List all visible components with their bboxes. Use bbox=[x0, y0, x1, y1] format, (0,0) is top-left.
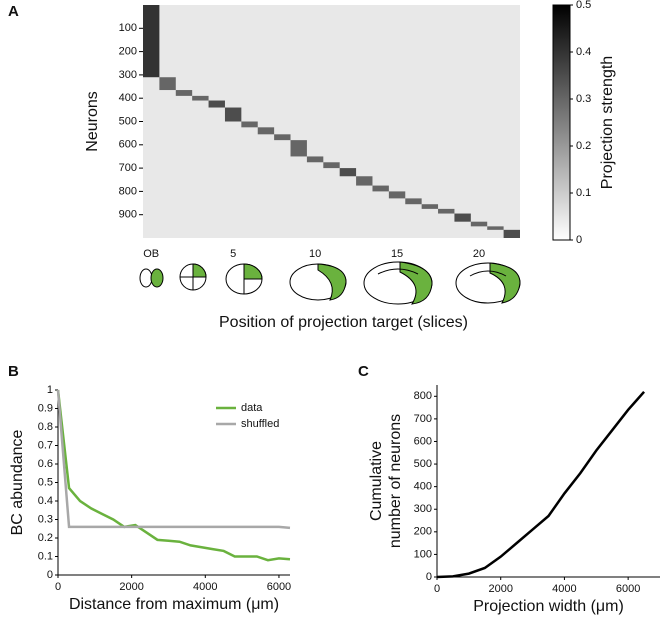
heatmap-cell bbox=[503, 229, 520, 238]
x-tick-label: 6000 bbox=[616, 583, 640, 595]
line bbox=[56, 389, 291, 562]
line bbox=[436, 390, 646, 579]
y-tick-label: 0.5 bbox=[38, 476, 53, 488]
y-tick-label: 0.7 bbox=[38, 439, 53, 451]
y-tick-label: 900 bbox=[119, 209, 137, 221]
y-tick-label: 500 bbox=[119, 115, 137, 127]
heatmap-cell bbox=[306, 156, 324, 163]
x-axis-label: Projection width (μm) bbox=[473, 598, 624, 615]
heatmap-cell bbox=[208, 100, 225, 108]
y-tick-label: 0.3 bbox=[38, 513, 53, 525]
x-tick-label: 20 bbox=[473, 248, 485, 260]
x-tick-label: 4000 bbox=[552, 583, 576, 595]
y-tick-label: 0.1 bbox=[38, 550, 53, 562]
y-tick-label: 600 bbox=[414, 435, 432, 447]
heatmap-cell bbox=[405, 198, 422, 205]
y-axis-label: number of neurons bbox=[387, 414, 404, 548]
x-tick-label: 0 bbox=[434, 583, 440, 595]
legend-label: shuffled bbox=[241, 418, 279, 430]
y-tick-label: 100 bbox=[414, 548, 432, 560]
y-axis-label: Cumulative bbox=[368, 441, 385, 521]
heatmap-cell bbox=[323, 162, 340, 169]
y-tick-label: 200 bbox=[414, 526, 432, 538]
line bbox=[56, 389, 291, 530]
heatmap-cell bbox=[388, 191, 406, 199]
legend-label: data bbox=[241, 402, 263, 414]
panel-label: A bbox=[8, 3, 19, 20]
panel-label: C bbox=[358, 363, 369, 380]
heatmap-cell bbox=[339, 168, 357, 177]
slice-icons bbox=[139, 261, 521, 305]
colorbar-label: Projection strength bbox=[599, 56, 616, 189]
colorbar bbox=[552, 4, 571, 241]
y-tick-label: 700 bbox=[119, 162, 137, 174]
y-tick-label: 1 bbox=[47, 384, 53, 396]
x-axis-label: Distance from maximum (μm) bbox=[69, 596, 279, 613]
x-axis-label: Position of projection target (slices) bbox=[219, 314, 468, 331]
colorbar-tick-label: 0.5 bbox=[576, 0, 591, 11]
heatmap-cell bbox=[454, 213, 471, 222]
heatmap-cell bbox=[438, 208, 455, 214]
panel-label: B bbox=[8, 363, 19, 380]
heatmap-cell bbox=[241, 121, 258, 128]
x-tick-label: 2000 bbox=[119, 581, 143, 593]
heatmap-cell bbox=[372, 185, 389, 192]
heatmap-cell bbox=[224, 107, 242, 122]
y-tick-label: 0.4 bbox=[38, 495, 53, 507]
colorbar-tick-label: 0.1 bbox=[576, 187, 591, 199]
heatmap-cell bbox=[257, 127, 275, 135]
y-tick-label: 300 bbox=[119, 69, 137, 81]
x-tick-label: 0 bbox=[55, 581, 61, 593]
y-tick-label: 100 bbox=[119, 22, 137, 34]
y-tick-label: 0.6 bbox=[38, 458, 53, 470]
y-tick-label: 400 bbox=[119, 92, 137, 104]
y-tick-label: 0 bbox=[426, 571, 432, 583]
x-tick-label: 6000 bbox=[267, 581, 291, 593]
y-tick-label: 0.9 bbox=[38, 402, 53, 414]
y-tick-label: 500 bbox=[414, 458, 432, 470]
heatmap-cell bbox=[421, 204, 439, 209]
heatmap-cell bbox=[274, 134, 291, 141]
x-tick-label: OB bbox=[143, 248, 159, 260]
x-tick-label: 10 bbox=[309, 248, 321, 260]
y-tick-label: 800 bbox=[414, 390, 432, 402]
y-tick-label: 0 bbox=[47, 569, 53, 581]
colorbar-tick-label: 0.2 bbox=[576, 140, 591, 152]
y-tick-label: 600 bbox=[119, 139, 137, 151]
colorbar-tick-label: 0 bbox=[576, 234, 582, 246]
heatmap-cell bbox=[175, 90, 193, 96]
y-tick-label: 400 bbox=[414, 481, 432, 493]
colorbar-tick-label: 0.3 bbox=[576, 93, 591, 105]
heatmap-cell bbox=[470, 221, 488, 227]
y-axis-label: Neurons bbox=[84, 91, 101, 151]
y-axis-label: BC abundance bbox=[9, 429, 26, 535]
y-tick-label: 200 bbox=[119, 46, 137, 58]
heatmap-cell bbox=[159, 77, 176, 91]
x-tick-label: 15 bbox=[391, 248, 403, 260]
heatmap-cell bbox=[290, 140, 307, 157]
colorbar-tick-label: 0.4 bbox=[576, 46, 591, 58]
x-tick-label: 2000 bbox=[488, 583, 512, 595]
x-tick-label: 4000 bbox=[193, 581, 217, 593]
y-tick-label: 300 bbox=[414, 503, 432, 515]
y-tick-label: 800 bbox=[119, 185, 137, 197]
heatmap-cell bbox=[487, 226, 504, 230]
y-tick-label: 0.2 bbox=[38, 532, 53, 544]
x-tick-label: 5 bbox=[230, 248, 236, 260]
heatmap-cell bbox=[192, 95, 209, 101]
heatmap-cell bbox=[356, 176, 373, 186]
heatmap-cell bbox=[143, 5, 160, 78]
y-tick-label: 0.8 bbox=[38, 421, 53, 433]
y-tick-label: 700 bbox=[414, 413, 432, 425]
heatmap-background bbox=[143, 5, 520, 238]
